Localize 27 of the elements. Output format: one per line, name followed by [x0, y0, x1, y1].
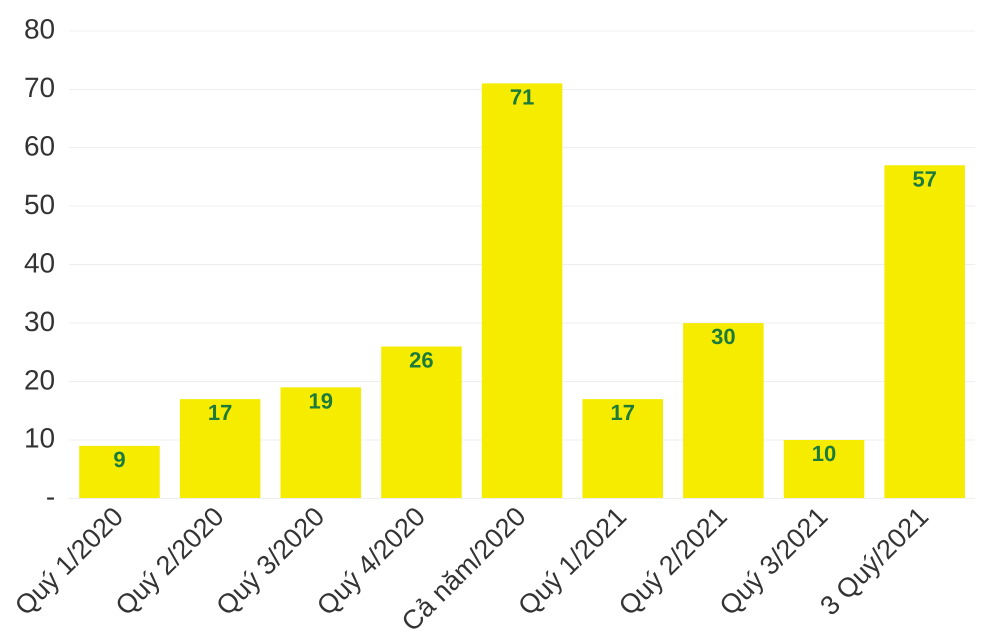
bar — [582, 399, 663, 498]
bar — [482, 83, 562, 498]
data-label: 26 — [409, 348, 434, 373]
y-tick-label: 80 — [24, 14, 56, 45]
y-tick-label: 30 — [24, 306, 56, 337]
data-label: 30 — [711, 324, 736, 350]
bar — [884, 165, 965, 498]
bar — [683, 323, 764, 498]
data-label: 57 — [912, 166, 937, 192]
data-label: 10 — [812, 441, 836, 466]
y-tick-label: 60 — [24, 130, 56, 162]
bar — [784, 440, 864, 498]
bar — [79, 446, 160, 498]
data-label: 71 — [510, 84, 534, 110]
data-label: 17 — [208, 400, 232, 426]
y-tick-label: 10 — [24, 422, 56, 454]
y-tick-label: 50 — [24, 188, 56, 220]
y-tick-label: 70 — [24, 72, 56, 103]
bar — [180, 399, 260, 498]
y-tick-label: - — [46, 481, 56, 512]
y-tick-label: 40 — [24, 247, 56, 278]
data-label: 9 — [113, 446, 126, 472]
bar — [280, 387, 362, 498]
y-tick-label: 20 — [24, 364, 56, 396]
data-label: 17 — [610, 400, 635, 426]
bar — [381, 346, 462, 498]
data-label: 19 — [308, 388, 334, 414]
